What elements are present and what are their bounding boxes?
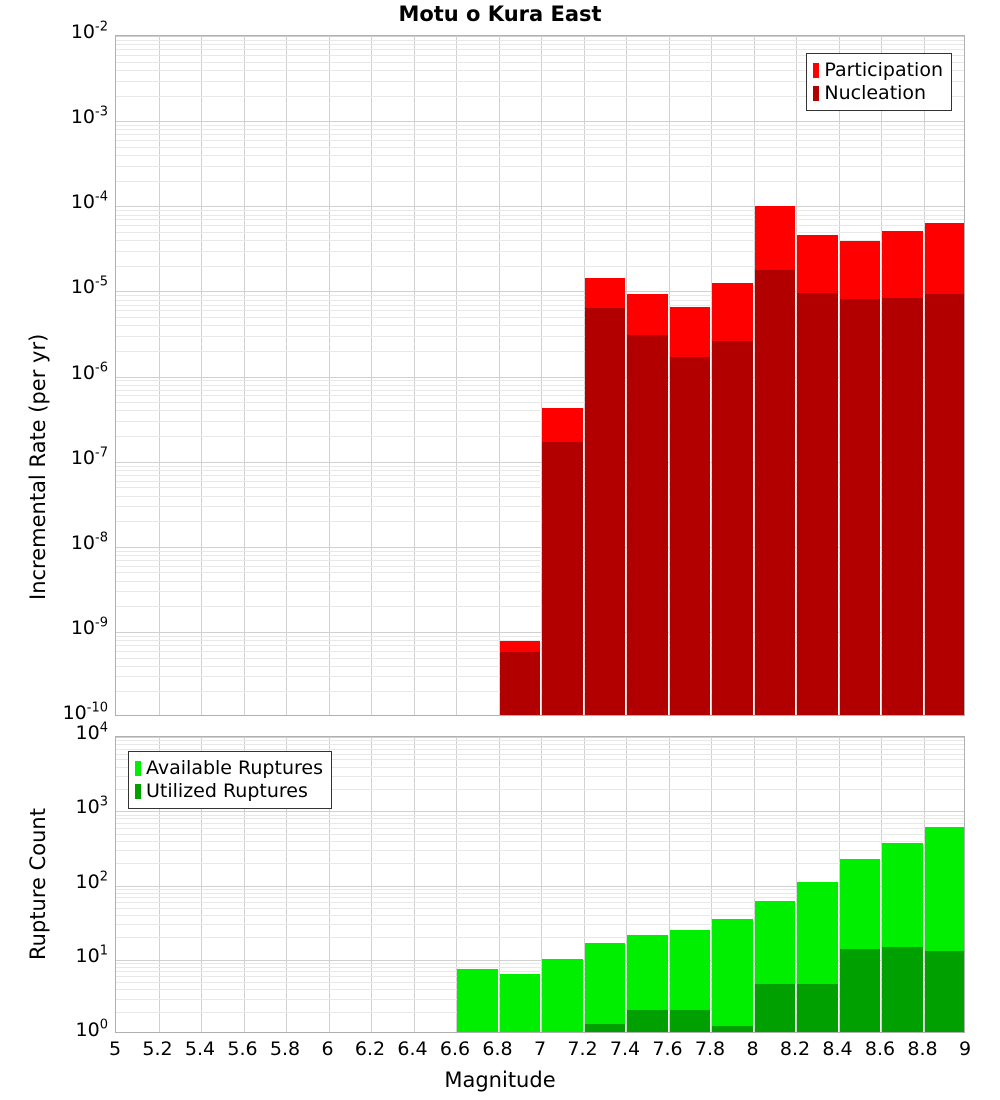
x-tick-label: 7.8	[694, 1038, 726, 1060]
bar-series-bottom	[116, 737, 964, 1032]
x-tick-label: 8.4	[822, 1038, 853, 1060]
x-tick-label: 8	[746, 1038, 759, 1060]
y-tick-label: 10-7	[70, 445, 108, 469]
bar-utilized	[882, 946, 923, 1032]
bar-available	[712, 919, 753, 1032]
y-tick-label: 10-9	[70, 615, 108, 639]
bar-nucleation	[839, 298, 880, 715]
x-tick-label: 5.8	[269, 1038, 301, 1060]
legend-item-label: Participation	[824, 59, 943, 81]
x-tick-label: 8.2	[779, 1038, 811, 1060]
bar-nucleation	[499, 652, 540, 715]
x-tick-label: 9	[958, 1038, 972, 1060]
rupture-count-panel: Available Ruptures Utilized Ruptures	[115, 736, 965, 1033]
bar-utilized	[669, 1009, 710, 1032]
y-axis-ticks-top: 10-2 10-3 10-4 10-5 10-6 10-7 10-8 10-9 10-10	[0, 0, 108, 760]
bar-utilized	[627, 1009, 668, 1032]
page-title: Motu o Kura East	[398, 2, 602, 26]
y-tick-label: 104	[75, 720, 108, 744]
x-tick-label: 8.8	[907, 1038, 938, 1060]
legend-item-label: Utilized Ruptures	[146, 780, 308, 803]
y-tick-label: 10-4	[70, 189, 108, 214]
bar-nucleation	[797, 293, 838, 715]
bar-utilized	[584, 1023, 625, 1032]
legend-item: Participation	[813, 59, 943, 82]
x-tick-label: 5	[108, 1038, 122, 1060]
legend-item: Available Ruptures	[135, 757, 323, 780]
bar-utilized	[754, 983, 795, 1032]
x-tick-label: 5.6	[227, 1038, 258, 1060]
bar-available	[584, 942, 625, 1032]
y-tick-label: 10-3	[70, 104, 108, 129]
y-tick-label: 10-6	[70, 360, 108, 384]
x-tick-label: 7.4	[609, 1038, 641, 1060]
bar-nucleation	[627, 335, 668, 715]
bar-nucleation	[924, 294, 964, 715]
bar-utilized	[712, 1026, 753, 1032]
x-tick-label: 7	[533, 1038, 547, 1060]
x-axis-title: Magnitude	[444, 1068, 556, 1092]
legend-item-label: Nucleation	[824, 82, 927, 105]
y-tick-label: 10-8	[70, 530, 108, 554]
y-tick-label: 103	[75, 794, 108, 819]
bar-available	[542, 959, 583, 1032]
legend-swatch-icon	[813, 86, 820, 102]
y-tick-label: 10-2	[70, 19, 108, 43]
legend-swatch-icon	[135, 784, 141, 800]
y-axis-title-top: Incremental Rate (per yr)	[26, 333, 50, 600]
x-tick-label: 7.6	[652, 1038, 683, 1060]
y-tick-label: 101	[75, 943, 108, 967]
legend-bottom: Available Ruptures Utilized Ruptures	[128, 751, 332, 810]
legend-swatch-icon	[813, 63, 820, 79]
y-axis-title-bottom: Rupture Count	[26, 808, 50, 960]
bar-series-top	[116, 36, 964, 715]
x-tick-label: 6.2	[354, 1038, 386, 1060]
bar-utilized	[839, 949, 880, 1032]
x-tick-label: 5.4	[184, 1038, 216, 1060]
incremental-rate-panel: Participation Nucleation	[115, 35, 965, 716]
bar-utilized	[924, 950, 964, 1032]
y-tick-label: 102	[75, 869, 108, 893]
bar-nucleation	[669, 357, 710, 715]
y-tick-label: 100	[75, 1017, 108, 1041]
y-tick-label: 10-5	[70, 275, 108, 299]
x-tick-label: 5.2	[142, 1038, 173, 1060]
y-tick-label: 10-10	[62, 700, 108, 724]
bar-available	[499, 974, 540, 1032]
x-tick-label: 6.6	[439, 1038, 471, 1060]
x-tick-label: 8.6	[864, 1038, 896, 1060]
x-tick-label: 6	[321, 1038, 334, 1060]
x-tick-label: 6.8	[482, 1038, 513, 1060]
x-tick-label: 6.4	[397, 1038, 428, 1060]
legend-item: Utilized Ruptures	[135, 780, 323, 803]
y-axis-ticks-bottom: 104 103 102 101 100	[0, 0, 108, 1100]
bar-nucleation	[882, 297, 923, 715]
legend-swatch-icon	[135, 761, 141, 777]
bar-nucleation	[712, 340, 753, 715]
bar-utilized	[797, 983, 838, 1032]
legend-top: Participation Nucleation	[806, 53, 952, 112]
bar-nucleation	[584, 308, 625, 715]
legend-item: Nucleation	[813, 82, 943, 105]
bar-nucleation	[542, 442, 583, 715]
legend-item-label: Available Ruptures	[146, 757, 323, 779]
x-tick-label: 7.2	[567, 1038, 598, 1060]
bar-nucleation	[754, 269, 795, 715]
bar-available	[457, 969, 498, 1032]
